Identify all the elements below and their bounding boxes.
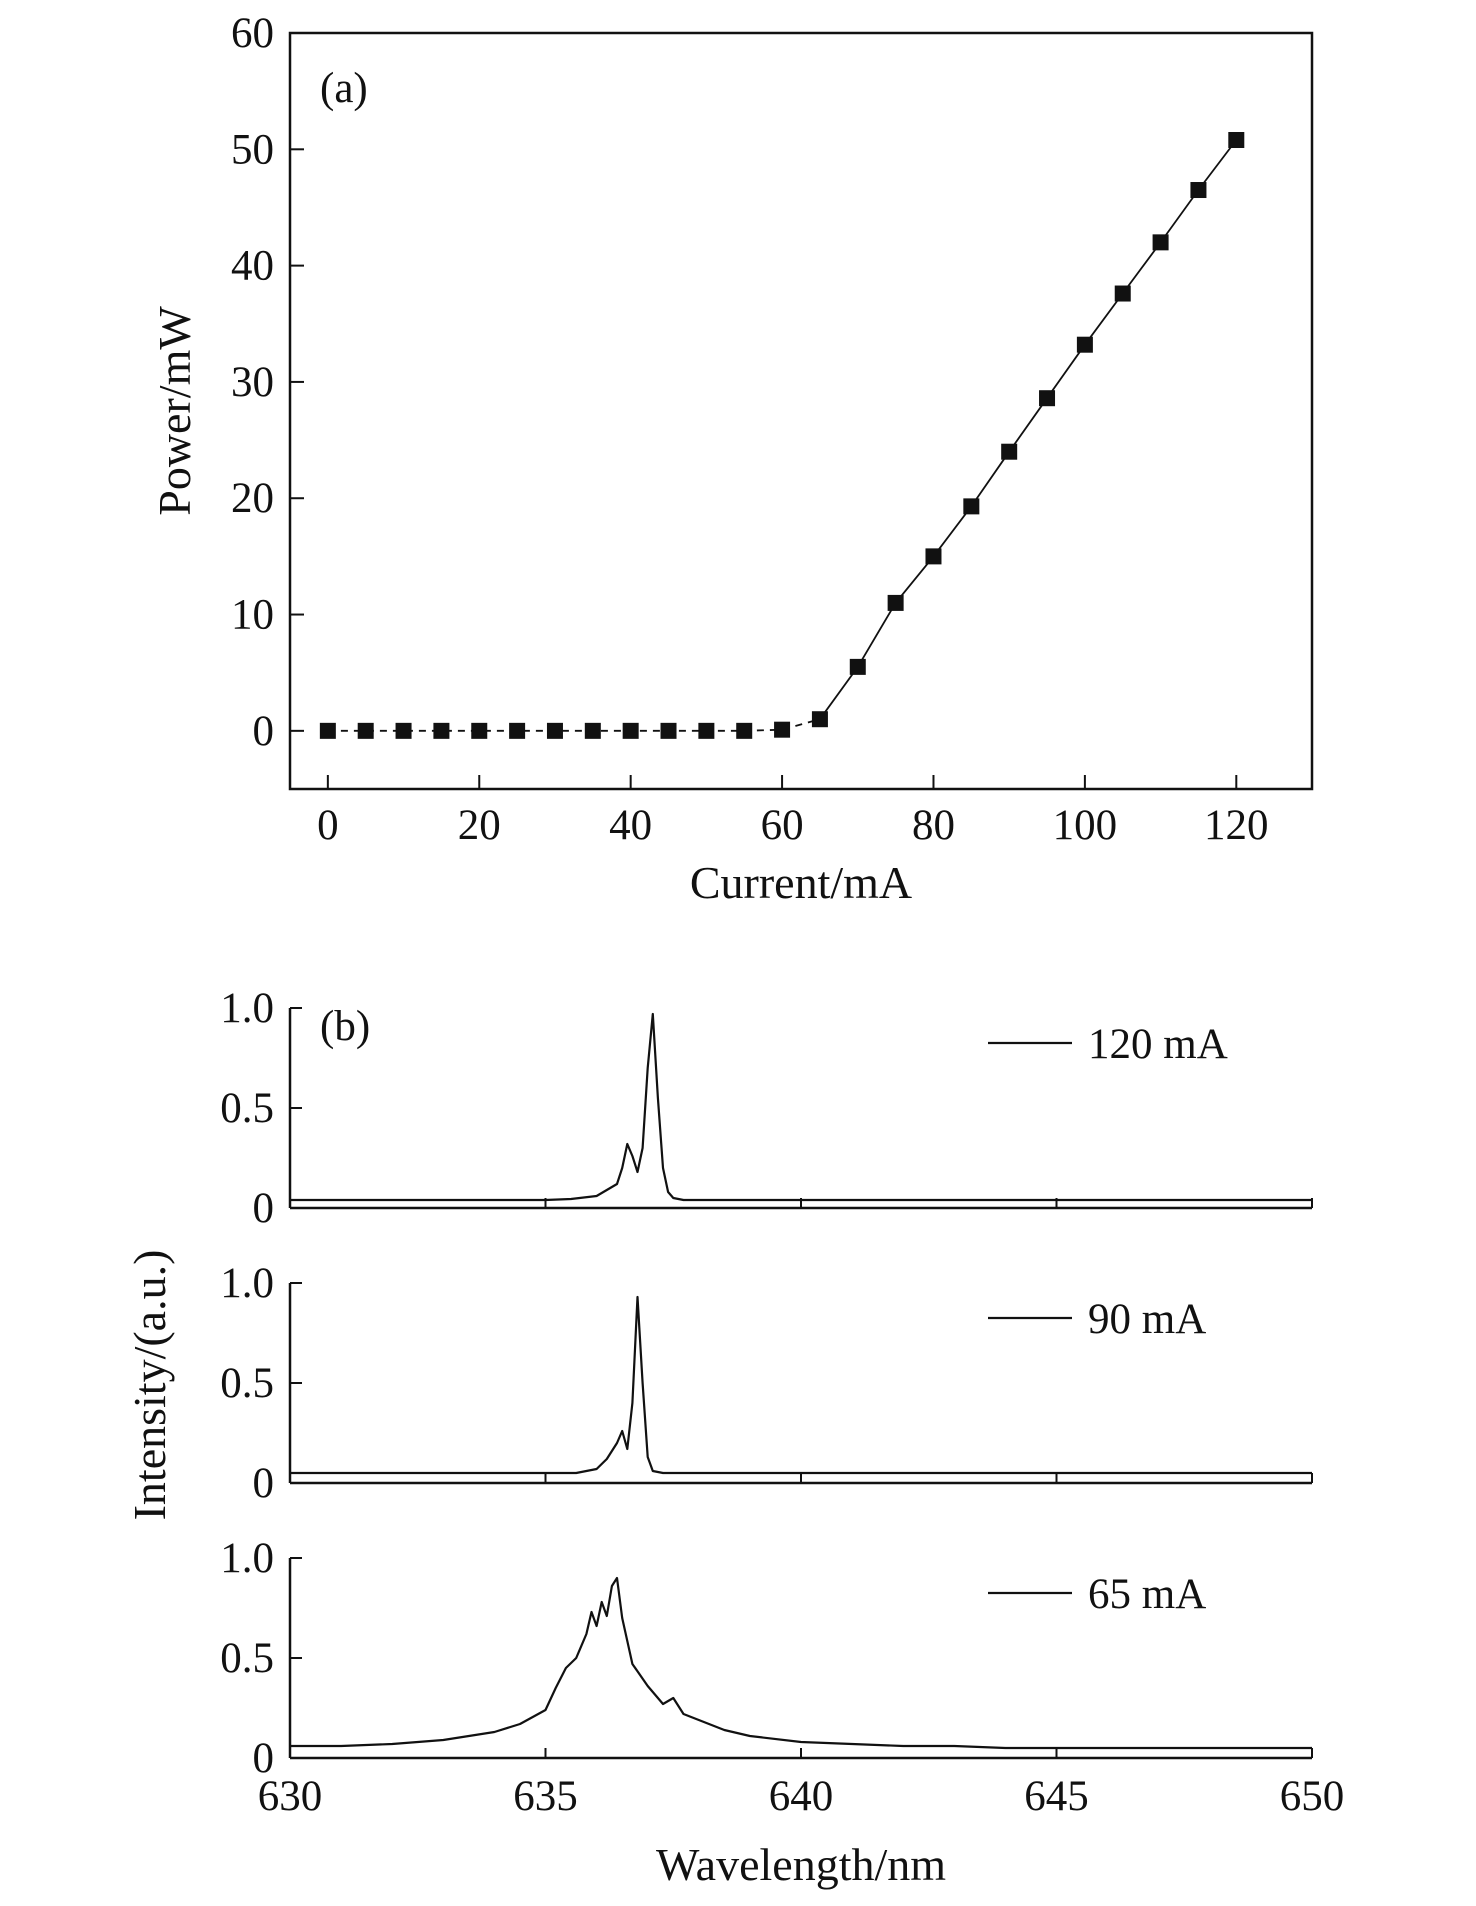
panel-a-point xyxy=(887,594,904,611)
panel-a-point xyxy=(1152,234,1169,251)
panel-b-series-line xyxy=(290,1295,1312,1475)
panel-a-point xyxy=(1001,443,1018,460)
panel-a: 0 10 20 30 40 50 60 0 20 40 60 80 100 120 (a) Curren… xyxy=(149,10,1314,908)
panel-b-subplot: 0 0.5 1.0 120 mA xyxy=(220,985,1313,1232)
panel-a-point xyxy=(963,498,980,515)
panel-b-y-tick-label: 1.0 xyxy=(220,1260,274,1307)
panel-b-subplots: 0 0.5 1.0 120 mA 0 0.5 1.0 90 mA 0 0.5 1.0 65 mA xyxy=(220,985,1313,1782)
panel-a-marks xyxy=(319,132,1245,739)
panel-b-y-tick-label: 1.0 xyxy=(220,985,274,1032)
panel-b-x-tick-label: 650 xyxy=(1280,1773,1345,1820)
panel-a-x-tick-label: 120 xyxy=(1204,802,1269,849)
panel-a-x-tick-label: 0 xyxy=(317,802,339,849)
panel-a-x-tick-label: 40 xyxy=(609,802,652,849)
panel-a-point xyxy=(509,722,526,739)
panel-b-y-tick-label: 0.5 xyxy=(220,1635,274,1682)
panel-a-x-tick-label: 100 xyxy=(1053,802,1118,849)
panel-a-point xyxy=(622,722,639,739)
panel-b-y-tick-label: 0.5 xyxy=(220,1085,274,1132)
panel-a-y-tick-label: 30 xyxy=(231,359,274,406)
panel-a-point xyxy=(849,658,866,675)
panel-a-point xyxy=(736,722,753,739)
panel-a-point xyxy=(471,722,488,739)
panel-a-x-axis-title: Current/mA xyxy=(690,857,912,908)
panel-a-point xyxy=(546,722,563,739)
panel-a-line xyxy=(819,139,1238,720)
panel-a-y-tick-label: 50 xyxy=(231,126,274,173)
panel-b: 0 0.5 1.0 120 mA 0 0.5 1.0 90 mA 0 0.5 1.0 65 mA 63… xyxy=(124,985,1344,1890)
panel-b-x-ticks: 630 635 640 645 650 xyxy=(258,1773,1345,1820)
panel-a-point xyxy=(1228,132,1245,149)
panel-a-point xyxy=(319,722,336,739)
panel-a-x-ticks: 0 20 40 60 80 100 120 xyxy=(317,775,1269,849)
panel-a-x-tick-label: 20 xyxy=(458,802,501,849)
panel-b-legend-label: 90 mA xyxy=(1088,1296,1206,1343)
panel-a-point xyxy=(698,722,715,739)
panel-b-series-line xyxy=(290,1012,1312,1202)
panel-a-y-tick-label: 10 xyxy=(231,592,274,639)
panel-a-point xyxy=(1039,390,1056,407)
panel-a-point xyxy=(357,722,374,739)
panel-b-y-tick-label: 0.5 xyxy=(220,1360,274,1407)
panel-a-point xyxy=(584,722,601,739)
panel-b-legend-label: 65 mA xyxy=(1088,1571,1206,1618)
panel-b-y-tick-label: 1.0 xyxy=(220,1535,274,1582)
panel-a-y-ticks: 0 10 20 30 40 50 60 xyxy=(231,10,304,755)
panel-a-frame xyxy=(288,31,1314,791)
panel-b-y-axis-title: Intensity/(a.u.) xyxy=(124,1250,175,1521)
panel-b-y-tick-label: 0 xyxy=(253,1735,275,1782)
panel-a-point xyxy=(660,722,677,739)
panel-a-y-tick-label: 40 xyxy=(231,243,274,290)
panel-a-point xyxy=(395,722,412,739)
panel-b-y-tick-label: 0 xyxy=(253,1185,275,1232)
panel-b-subplot: 0 0.5 1.0 65 mA xyxy=(220,1535,1313,1782)
panel-a-point xyxy=(433,722,450,739)
panel-a-point xyxy=(774,721,791,738)
panel-a-y-axis-title: Power/mW xyxy=(149,306,200,516)
panel-b-legend-label: 120 mA xyxy=(1088,1021,1228,1068)
panel-a-point xyxy=(1114,285,1131,302)
panel-a-y-tick-label: 20 xyxy=(231,475,274,522)
panel-a-x-tick-label: 80 xyxy=(912,802,955,849)
panel-b-series-line xyxy=(290,1576,1312,1750)
panel-a-label: (a) xyxy=(320,65,368,112)
panel-a-y-tick-label: 0 xyxy=(253,708,275,755)
panel-b-label: (b) xyxy=(320,1003,370,1050)
panel-b-x-tick-label: 635 xyxy=(513,1773,578,1820)
panel-a-x-tick-label: 60 xyxy=(761,802,804,849)
panel-b-y-tick-label: 0 xyxy=(253,1460,275,1507)
panel-b-x-tick-label: 630 xyxy=(258,1773,323,1820)
panel-b-subplot: 0 0.5 1.0 90 mA xyxy=(220,1260,1313,1507)
panel-a-point xyxy=(1190,182,1207,199)
panel-b-x-tick-label: 640 xyxy=(769,1773,834,1820)
panel-a-point xyxy=(811,711,828,728)
panel-b-x-axis-title: Wavelength/nm xyxy=(656,1839,946,1890)
panel-a-y-tick-label: 60 xyxy=(231,10,274,57)
panel-a-point xyxy=(1076,336,1093,353)
panel-a-point xyxy=(925,548,942,565)
panel-b-x-tick-label: 645 xyxy=(1024,1773,1089,1820)
